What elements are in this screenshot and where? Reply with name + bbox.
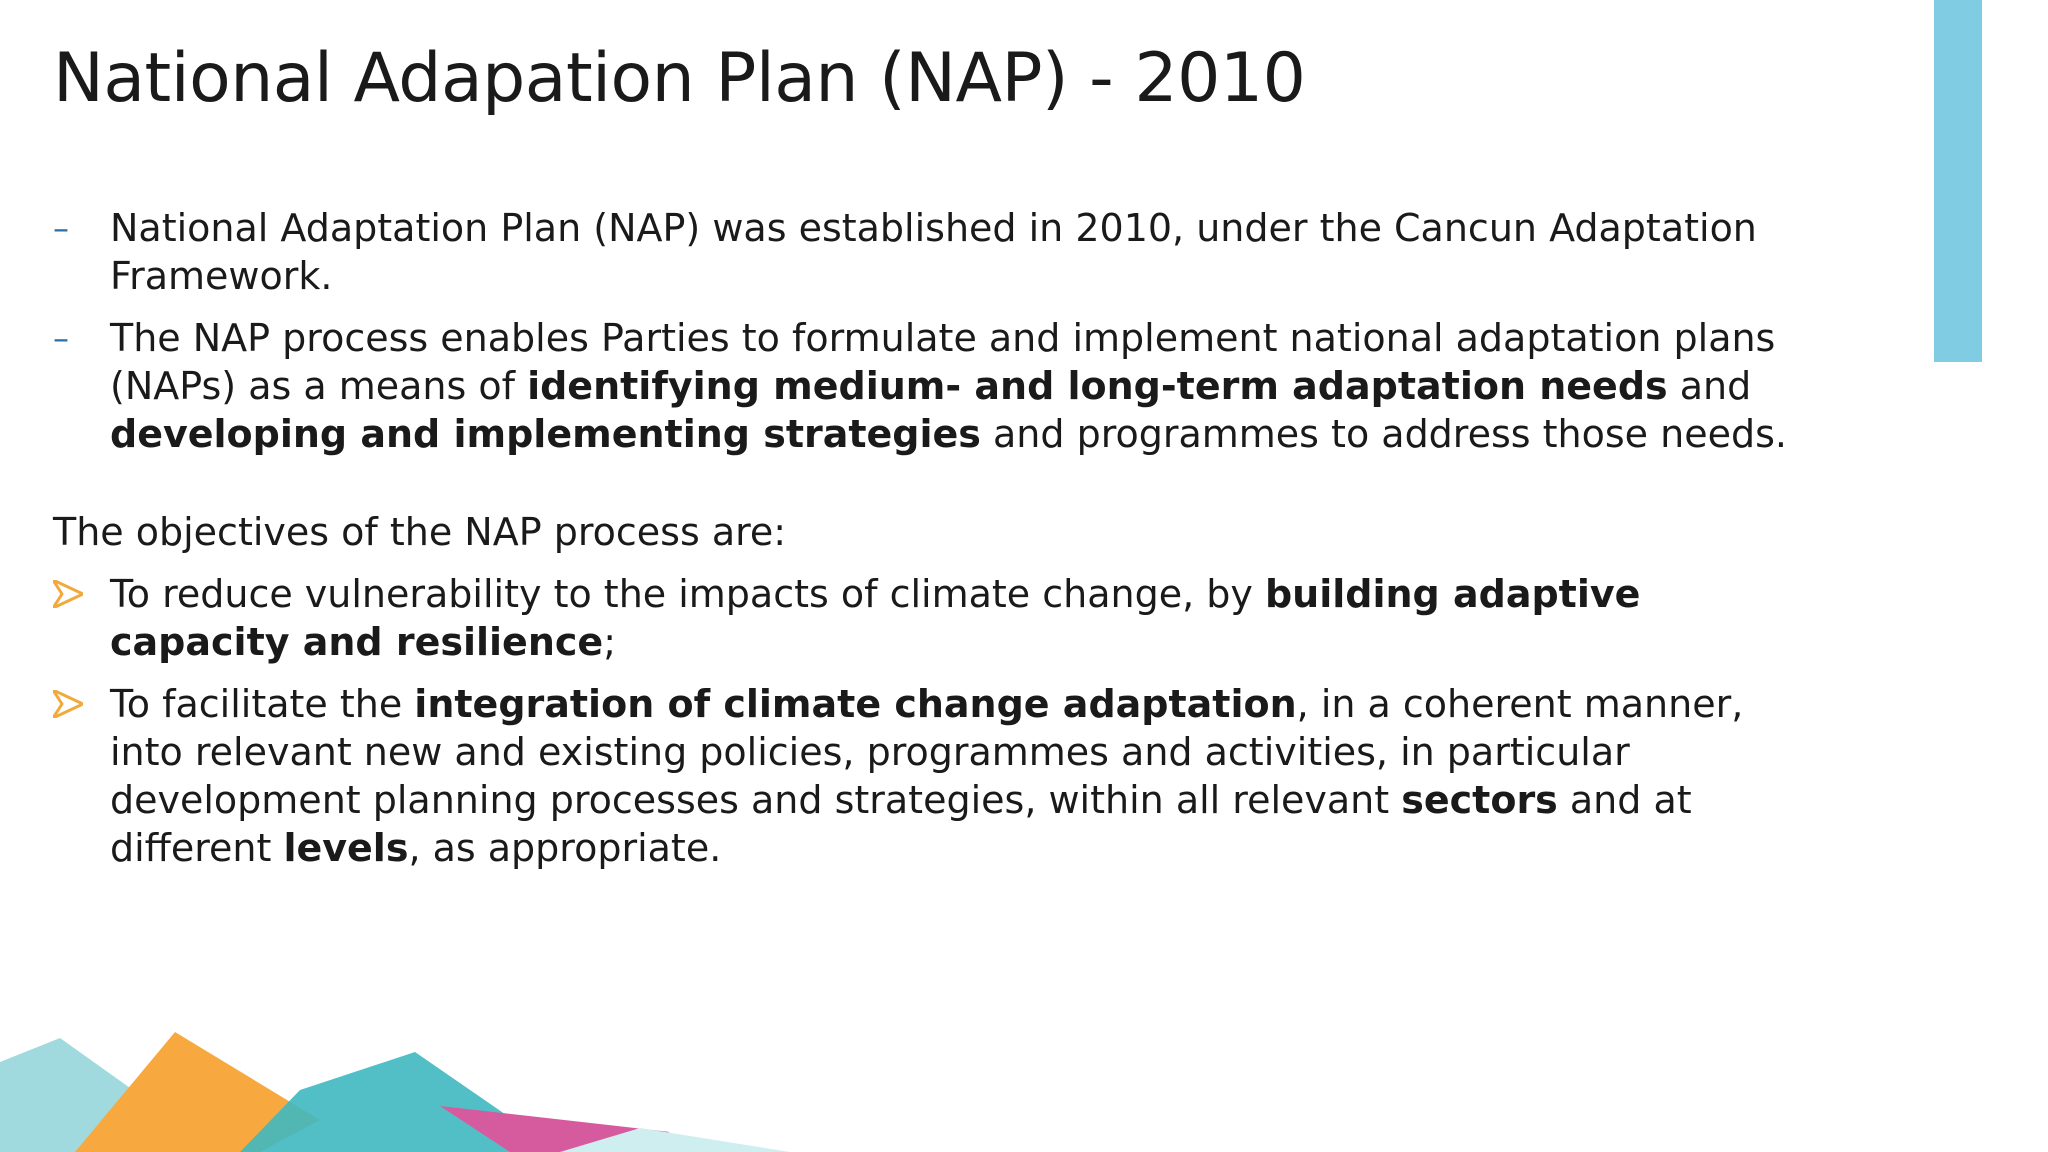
objectives-intro: The objectives of the NAP process are: [53,510,787,554]
item-text: National Adaptation Plan (NAP) was estab… [110,206,1757,298]
emphasis-text: sectors [1401,778,1558,822]
item-text: The NAP process enables Parties to formu… [110,316,1787,456]
body-text: To reduce vulnerability to the impacts o… [110,572,1265,616]
item-text: To reduce vulnerability to the impacts o… [110,572,1640,664]
body-text: , in a coherent manner, into relevant ne… [110,682,1744,822]
bullet-item: – The NAP process enables Parties to form… [53,314,1803,458]
deco-shape-pale [560,1128,790,1152]
arrow-bullet-icon [53,680,93,728]
dash-bullet-icon: – [53,209,69,247]
objectives-list: To reduce vulnerability to the impacts o… [53,570,1803,872]
objective-item: To facilitate the integration of climate… [53,680,1803,872]
arrow-bullet-icon [53,570,93,618]
bullet-item: – National Adaptation Plan (NAP) was esta… [53,204,1803,300]
decorative-shapes [0,1032,790,1152]
deco-shape-orange [75,1032,320,1152]
bullet-list: – National Adaptation Plan (NAP) was esta… [53,204,1803,458]
body-text: , as appropriate. [408,826,722,870]
body-text: ; [603,620,616,664]
body-text: To facilitate the [110,682,415,726]
emphasis-text: levels [283,826,409,870]
body-text: The NAP process enables Parties to formu… [110,316,1776,408]
dash-bullet-icon: – [53,319,69,357]
accent-bar [1934,0,1982,362]
slide-title: National Adapation Plan (NAP) - 2010 [53,39,1306,118]
body-text: and at different [110,778,1692,870]
slide-body: – National Adaptation Plan (NAP) was esta… [53,204,1803,886]
emphasis-text: developing and implementing strategies [110,412,981,456]
emphasis-text: building adaptive capacity and resilienc… [110,572,1641,664]
body-text: and [1667,364,1752,408]
item-text: To facilitate the integration of climate… [110,682,1743,870]
emphasis-text: identifying medium- and long-term adapta… [527,364,1668,408]
objective-item: To reduce vulnerability to the impacts o… [53,570,1803,666]
emphasis-text: integration of climate change adaptation [414,682,1297,726]
body-text: National Adaptation Plan (NAP) was estab… [110,206,1757,298]
body-text: and programmes to address those needs. [980,412,1787,456]
